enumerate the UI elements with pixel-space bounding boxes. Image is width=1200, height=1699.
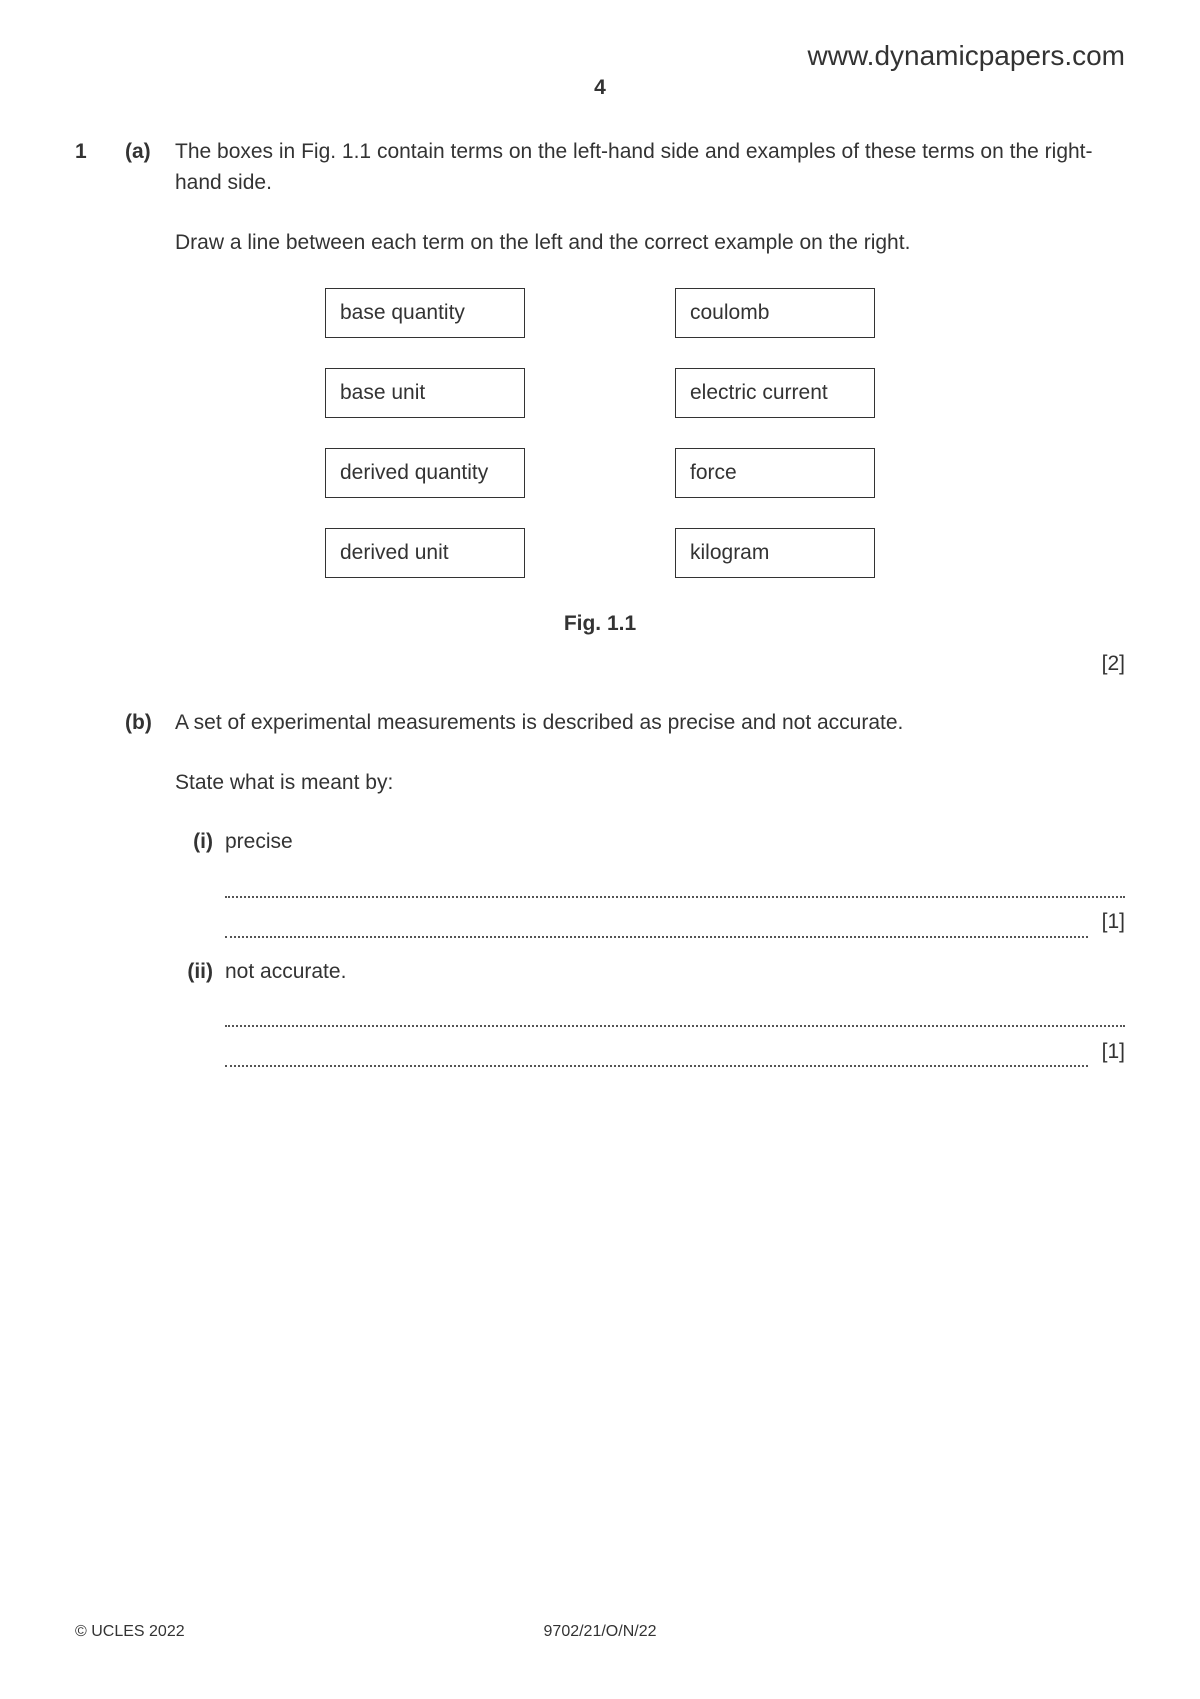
part-b-text2: State what is meant by: bbox=[175, 767, 1125, 799]
exam-page: www.dynamicpapers.com 4 1 (a) The boxes … bbox=[0, 0, 1200, 1699]
figure-right-column: coulomb electric current force kilogram bbox=[675, 288, 875, 578]
box-right-2[interactable]: force bbox=[675, 448, 875, 498]
question-1b-row: (b) A set of experimental measurements i… bbox=[75, 707, 1125, 739]
box-left-0[interactable]: base quantity bbox=[325, 288, 525, 338]
figure-columns: base quantity base unit derived quantity… bbox=[325, 288, 875, 578]
figure-left-column: base quantity base unit derived quantity… bbox=[325, 288, 525, 578]
box-left-1[interactable]: base unit bbox=[325, 368, 525, 418]
question-1a-row: 1 (a) The boxes in Fig. 1.1 contain term… bbox=[75, 136, 1125, 199]
answer-line[interactable] bbox=[225, 858, 1125, 898]
subpart-ii-marks: [1] bbox=[1102, 1036, 1125, 1068]
subpart-i-marks: [1] bbox=[1102, 906, 1125, 938]
subpart-ii-text: not accurate. bbox=[225, 956, 1125, 988]
box-right-3[interactable]: kilogram bbox=[675, 528, 875, 578]
part-a-marks: [2] bbox=[75, 648, 1125, 680]
footer-paper-ref: 9702/21/O/N/22 bbox=[75, 1620, 1125, 1644]
subpart-i-text: precise bbox=[225, 826, 1125, 858]
box-left-3[interactable]: derived unit bbox=[325, 528, 525, 578]
subpart-i-label: (i) bbox=[175, 826, 225, 858]
answer-line-with-mark[interactable]: [1] bbox=[225, 898, 1125, 938]
subpart-i-row: (i) precise bbox=[175, 826, 1125, 858]
part-a-label: (a) bbox=[125, 136, 175, 168]
box-left-2[interactable]: derived quantity bbox=[325, 448, 525, 498]
subpart-ii-label: (ii) bbox=[175, 956, 225, 988]
question-number: 1 bbox=[75, 136, 125, 168]
figure-1-1: base quantity base unit derived quantity… bbox=[75, 288, 1125, 640]
part-b-text1: A set of experimental measurements is de… bbox=[175, 707, 1125, 739]
subpart-ii-row: (ii) not accurate. bbox=[175, 956, 1125, 988]
part-b-label: (b) bbox=[125, 707, 175, 739]
part-a-text2: Draw a line between each term on the lef… bbox=[175, 227, 1125, 259]
part-a-text1: The boxes in Fig. 1.1 contain terms on t… bbox=[175, 136, 1125, 199]
answer-line-with-mark[interactable]: [1] bbox=[225, 1027, 1125, 1067]
figure-caption: Fig. 1.1 bbox=[564, 608, 636, 640]
box-right-1[interactable]: electric current bbox=[675, 368, 875, 418]
header-url: www.dynamicpapers.com bbox=[808, 35, 1125, 77]
answer-line[interactable] bbox=[225, 987, 1125, 1027]
box-right-0[interactable]: coulomb bbox=[675, 288, 875, 338]
page-footer: © UCLES 2022 9702/21/O/N/22 bbox=[75, 1620, 1125, 1644]
